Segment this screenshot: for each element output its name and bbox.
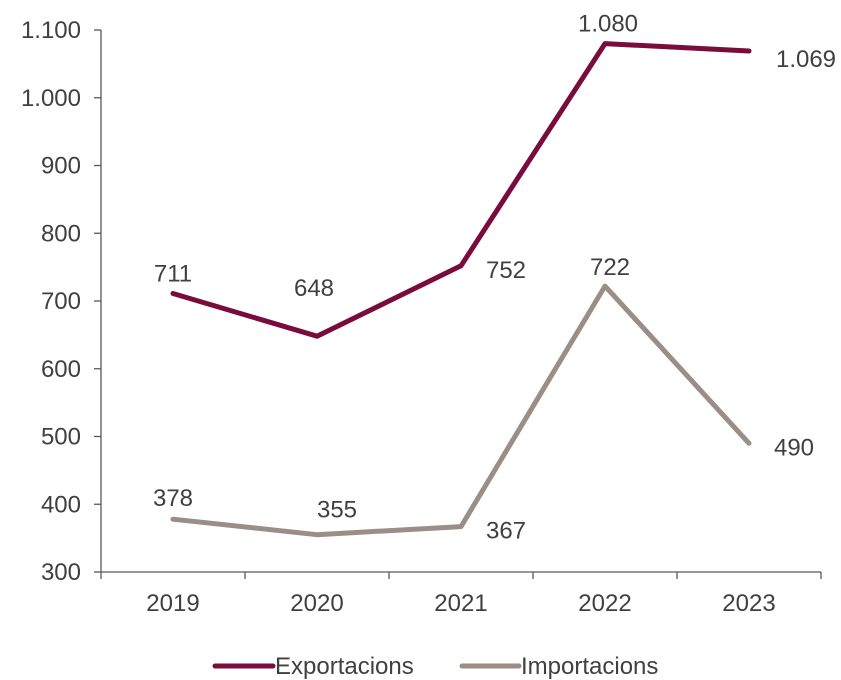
y-tick-label: 400 <box>41 491 81 518</box>
x-tick-label: 2022 <box>578 590 631 617</box>
series-line-importacions <box>170 283 752 538</box>
y-tick-label: 900 <box>41 153 81 180</box>
data-label: 378 <box>153 485 193 512</box>
data-label: 648 <box>294 275 334 302</box>
x-tick-label: 2019 <box>146 590 199 617</box>
series-lines <box>170 41 752 538</box>
data-label: 1.080 <box>578 11 638 38</box>
legend-label: Importacions <box>521 653 658 680</box>
y-tick-label: 700 <box>41 288 81 315</box>
y-tick-label: 600 <box>41 356 81 383</box>
data-labels: 711 648 752 1.080 1.069 378 355 367 722 490 <box>153 11 836 545</box>
data-label: 355 <box>317 497 357 524</box>
data-label: 1.069 <box>776 46 836 73</box>
legend-label: Exportacions <box>275 653 414 680</box>
series-line-exportacions <box>170 41 752 339</box>
x-tick-label: 2023 <box>722 590 775 617</box>
data-label: 490 <box>774 434 814 461</box>
y-tick-label: 500 <box>41 424 81 451</box>
data-label: 752 <box>486 257 526 284</box>
legend: Exportacions Importacions <box>212 653 658 680</box>
data-label: 722 <box>590 254 630 281</box>
data-label: 711 <box>154 261 192 288</box>
data-label: 367 <box>486 518 526 545</box>
axes: 300 400 500 600 700 800 900 1.000 1.100 2019 2020 2… <box>21 17 822 617</box>
y-tick-label: 1.100 <box>21 17 81 44</box>
y-tick-label: 1.000 <box>21 85 81 112</box>
x-tick-label: 2020 <box>290 590 343 617</box>
y-tick-label: 800 <box>41 220 81 247</box>
x-tick-label: 2021 <box>434 590 487 617</box>
y-tick-label: 300 <box>41 559 81 586</box>
